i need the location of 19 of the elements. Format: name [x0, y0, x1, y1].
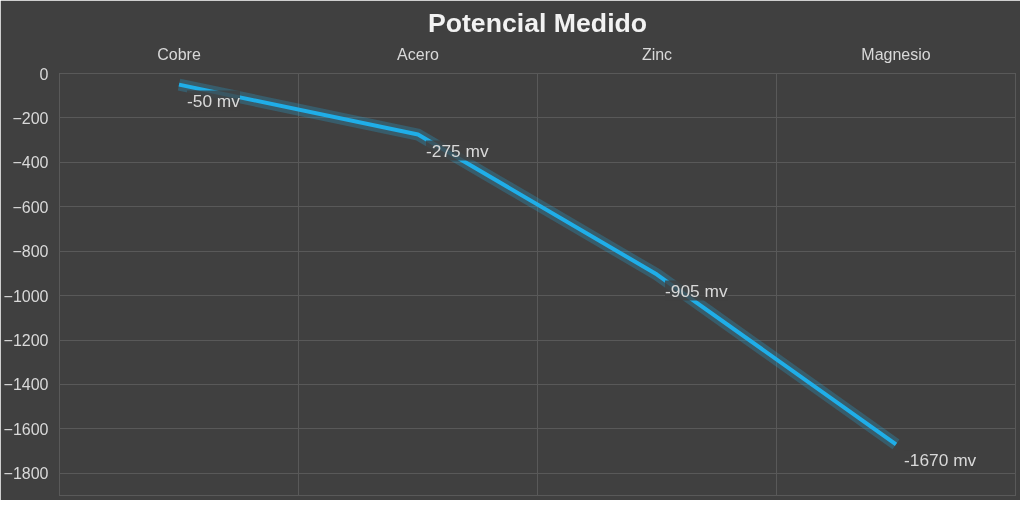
x-tick-label: Acero [397, 45, 439, 63]
y-tick-label: −1000 [3, 287, 49, 305]
y-tick-label: −1600 [3, 420, 49, 438]
data-label: -905 mv [665, 280, 728, 301]
y-tick-label: −600 [12, 198, 49, 216]
y-tick-label: −1200 [3, 332, 49, 350]
y-tick-label: 0 [39, 65, 49, 83]
x-tick-label: Magnesio [861, 45, 931, 63]
data-label: -50 mv [187, 90, 241, 111]
y-tick-label: −400 [12, 154, 49, 172]
y-tick-label: −1400 [3, 376, 49, 394]
x-tick-label: Cobre [157, 45, 201, 63]
y-tick-label: −800 [12, 243, 49, 261]
y-tick-label: −200 [12, 109, 49, 127]
y-tick-label: −1800 [3, 465, 49, 483]
chart-title: Potencial Medido [427, 7, 648, 38]
data-label: -275 mv [426, 140, 489, 161]
data-label: -1670 mv [904, 450, 977, 471]
x-tick-label: Zinc [641, 45, 673, 63]
